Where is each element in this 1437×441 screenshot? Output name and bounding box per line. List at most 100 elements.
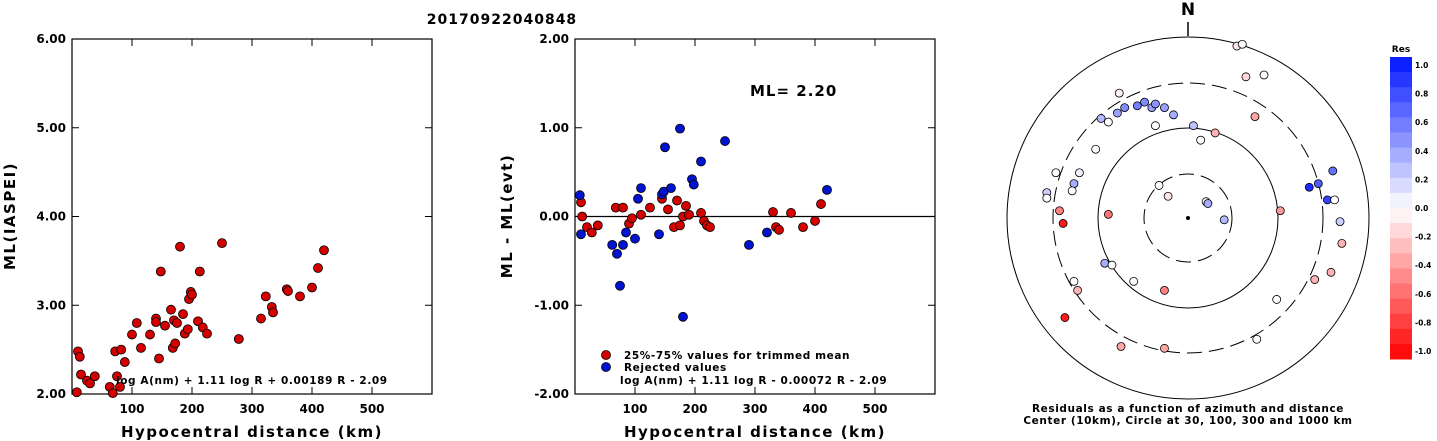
left-y-tick-label: 3.00	[36, 298, 66, 312]
station-marker	[1107, 260, 1117, 270]
middle-data-point	[666, 183, 676, 194]
station-marker	[1210, 128, 1220, 138]
left-data-point	[260, 291, 271, 302]
ring-300km	[1052, 82, 1324, 354]
station-marker	[1328, 166, 1338, 176]
middle-data-point	[660, 142, 670, 153]
colorbar-cell	[1390, 132, 1412, 149]
middle-data-point	[577, 211, 588, 222]
colorbar-cell	[1390, 162, 1412, 179]
colorbar-tick-label: 0.6	[1415, 118, 1428, 127]
station-marker	[1259, 70, 1269, 80]
station-marker	[1241, 72, 1251, 82]
middle-x-tick-label: 200	[682, 402, 707, 416]
station-marker	[1075, 168, 1084, 178]
middle-data-point	[636, 183, 646, 194]
colorbar-tick-label: 0.2	[1415, 175, 1428, 184]
ring-100km	[1097, 127, 1279, 309]
left-data-point	[268, 307, 278, 318]
ring-30km	[1143, 173, 1233, 263]
left-data-point	[151, 317, 161, 328]
middle-data-point	[645, 202, 655, 213]
middle-x-axis: 100 200 300 400 500	[622, 39, 888, 416]
left-data-point	[76, 369, 86, 380]
left-data-point	[89, 371, 100, 382]
middle-data-point	[822, 184, 832, 195]
middle-data-point	[612, 248, 622, 259]
station-marker	[1203, 199, 1213, 208]
left-data-point	[256, 313, 266, 324]
left-data-point	[112, 371, 122, 382]
station-marker	[1189, 121, 1198, 131]
station-marker	[1103, 209, 1113, 219]
left-x-tick-label: 400	[299, 402, 324, 416]
figure-title: 20170922040848	[427, 12, 577, 28]
colorbar-tick-label: -1.0	[1415, 347, 1431, 356]
ring-1000km	[1006, 36, 1370, 400]
left-data-point	[217, 238, 227, 249]
middle-data-point	[630, 233, 640, 244]
colorbar-cell	[1390, 87, 1412, 103]
left-x-tick-label: 100	[119, 402, 144, 416]
polar-caption-line1: Residuals as a function of azimuth and d…	[1032, 403, 1344, 415]
station-marker	[1196, 135, 1206, 145]
left-data-point	[107, 388, 118, 399]
middle-data-point	[586, 227, 597, 238]
colorbar-tick-label: -0.4	[1415, 261, 1431, 270]
station-marker	[1042, 193, 1052, 203]
middle-data-point	[768, 207, 778, 217]
colorbar-cell	[1390, 72, 1412, 88]
left-data-point	[313, 263, 323, 273]
station-marker	[1335, 217, 1345, 227]
middle-data-point	[696, 156, 706, 167]
left-points	[71, 238, 329, 399]
left-data-point	[160, 320, 170, 331]
colorbar-tick-label: -0.2	[1415, 233, 1431, 242]
middle-data-point	[633, 193, 643, 204]
colorbar-cell	[1390, 313, 1412, 330]
legend-marker-rejected	[601, 362, 611, 372]
middle-data-point	[576, 229, 586, 240]
middle-x-tick-label: 400	[802, 402, 827, 416]
polar-points	[1042, 39, 1347, 353]
middle-data-point	[816, 199, 826, 209]
left-y-tick-label: 5.00	[36, 121, 66, 135]
left-data-point	[119, 357, 130, 367]
middle-data-point	[774, 224, 784, 235]
station-marker	[1160, 343, 1169, 353]
station-marker	[1140, 97, 1149, 107]
station-marker	[1252, 334, 1262, 344]
left-data-point	[145, 329, 155, 340]
station-marker	[1322, 195, 1332, 205]
middle-data-point	[618, 202, 628, 213]
station-marker	[1337, 238, 1347, 248]
left-data-point	[166, 304, 176, 315]
station-marker	[1096, 114, 1106, 123]
colorbar-tick-label: -0.6	[1415, 290, 1431, 299]
station-marker	[1113, 108, 1122, 118]
colorbar-ticks: 1.0 0.8 0.6 0.4 0.2 0.0 -0.2 -0.4 -0.6 -0.8 -1.0	[1415, 61, 1431, 356]
colorbar-cell	[1390, 238, 1412, 254]
polar-plot: N Residuals as a function of azimuth and…	[1006, 0, 1370, 427]
middle-points	[574, 123, 832, 322]
colorbar: Res 1.0 0.8 0.6 0.4 0.2 0.0 -0.2 -0.4 -0.6 -0.8 -1…	[1390, 45, 1431, 360]
left-data-point	[319, 245, 329, 256]
middle-data-point	[786, 208, 796, 218]
middle-y-axis-label: ML - ML(evt)	[498, 154, 516, 278]
middle-y-axis: -2.00 -1.00 0.00 1.00 2.00	[534, 32, 935, 401]
left-data-point	[116, 344, 127, 355]
middle-data-point	[810, 216, 820, 226]
station-marker	[1219, 215, 1229, 225]
middle-formula: log A(nm) + 1.11 log R - 0.00072 R - 2.0…	[620, 375, 887, 387]
left-data-point	[295, 291, 305, 302]
colorbar-cell	[1390, 57, 1412, 73]
left-data-point	[155, 266, 166, 277]
left-data-point	[71, 387, 82, 398]
colorbar-cell	[1390, 298, 1412, 315]
left-data-point	[172, 318, 182, 328]
left-y-axis-label: ML(IASPEI)	[1, 162, 19, 270]
station-marker	[1129, 276, 1139, 286]
middle-chart: -2.00 -1.00 0.00 1.00 2.00 100 200 300 400 500 M…	[498, 32, 936, 441]
colorbar-label: Res	[1392, 45, 1410, 55]
left-data-point	[175, 241, 185, 252]
